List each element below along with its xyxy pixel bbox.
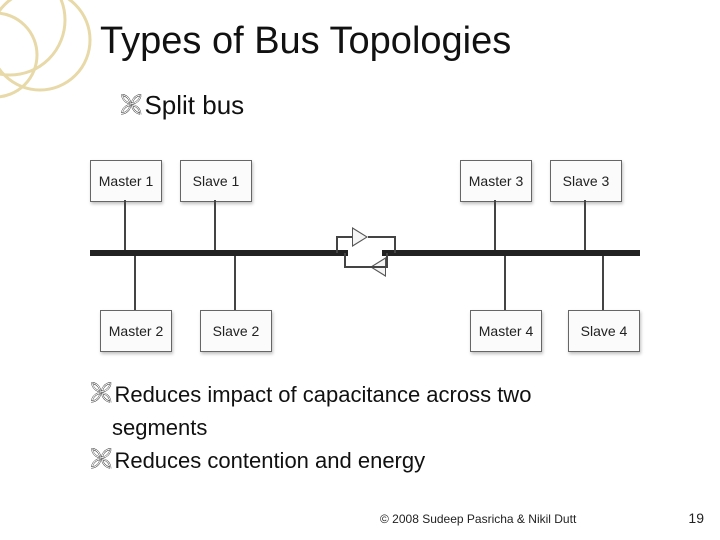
bus-stub [134, 256, 136, 310]
bus-node: Slave 2 [200, 310, 272, 352]
bus-node: Slave 4 [568, 310, 640, 352]
bus-node: Slave 1 [180, 160, 252, 202]
bullet-text: Reduces contention and energy [114, 448, 425, 473]
bus-stub [504, 256, 506, 310]
bus-stub [602, 256, 604, 310]
bridge-wire [394, 236, 396, 253]
bullet-icon: 🙨 [90, 380, 112, 405]
bus-stub [494, 200, 496, 250]
bullet-item: segments [90, 413, 531, 444]
subtitle-text: Split bus [144, 90, 244, 120]
slide-number: 19 [688, 510, 704, 526]
bridge-wire [336, 236, 338, 253]
bus-stub [214, 200, 216, 250]
corner-decoration [0, 0, 110, 120]
bus-node: Master 4 [470, 310, 542, 352]
bus-stub [584, 200, 586, 250]
bus-topology-diagram: Master 1 Slave 1 Master 3 Slave 3 Master 2 Sl… [70, 140, 660, 365]
bullet-icon: 🙨 [90, 446, 112, 471]
bus-node: Master 3 [460, 160, 532, 202]
bus-node: Slave 3 [550, 160, 622, 202]
copyright-footer: © 2008 Sudeep Pasricha & Nikil Dutt [380, 512, 576, 526]
slide-subtitle: 🙨Split bus [120, 90, 244, 128]
bus-segment [382, 250, 640, 256]
bullet-icon: 🙨 [120, 92, 142, 117]
bridge-wire [336, 236, 352, 238]
bullet-list: 🙨Reduces impact of capacitance across tw… [90, 380, 531, 478]
bus-stub [234, 256, 236, 310]
bus-stub [124, 200, 126, 250]
bridge-wire [354, 266, 386, 268]
slide-title: Types of Bus Topologies [100, 20, 511, 63]
bridge-wire [386, 253, 388, 268]
bus-node: Master 1 [90, 160, 162, 202]
bridge-wire [344, 266, 354, 268]
bullet-item: 🙨Reduces contention and energy [90, 446, 531, 477]
bullet-text: Reduces impact of capacitance across two [114, 382, 531, 407]
bullet-item: 🙨Reduces impact of capacitance across tw… [90, 380, 531, 411]
bus-segment [90, 250, 348, 256]
bus-node: Master 2 [100, 310, 172, 352]
bullet-text-cont: segments [112, 415, 207, 440]
bridge-wire [368, 236, 394, 238]
